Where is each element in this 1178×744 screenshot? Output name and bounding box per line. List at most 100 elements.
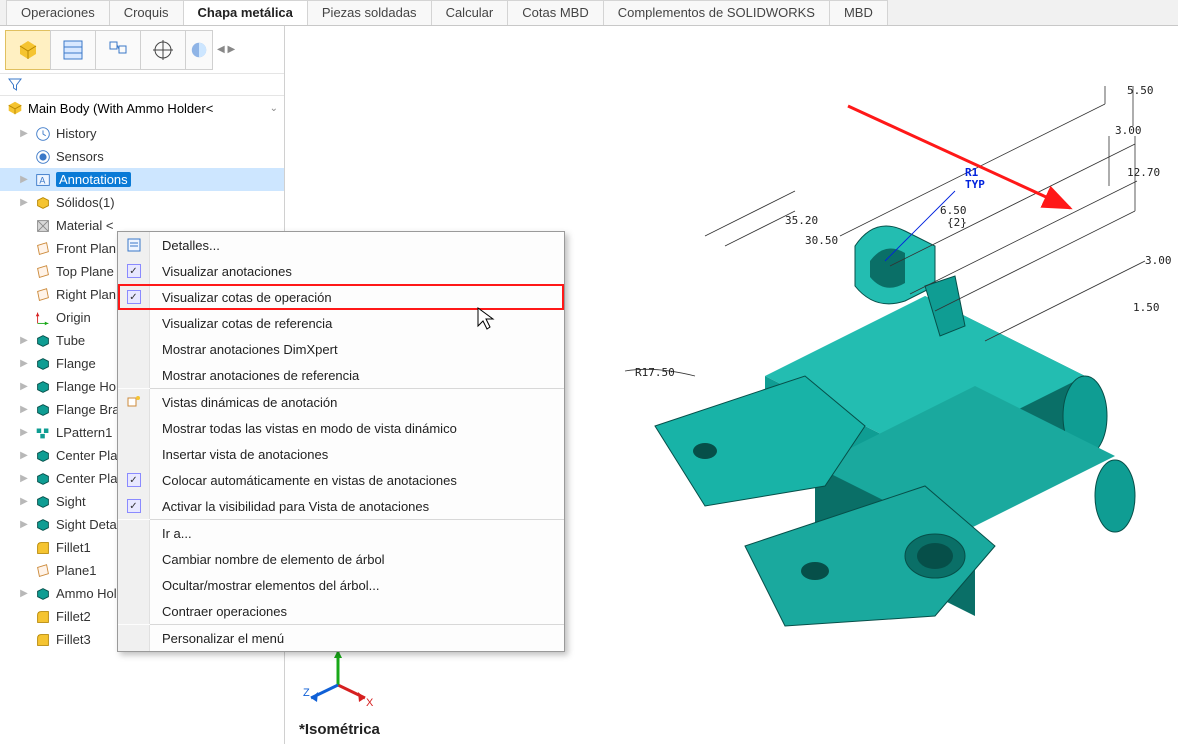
tree-item-label: Front Plan <box>56 241 116 256</box>
svg-text:30.50: 30.50 <box>805 234 838 247</box>
context-menu-item[interactable]: ✓ Colocar automáticamente en vistas de an… <box>118 467 564 493</box>
annotations-context-menu: Detalles...✓Visualizar anotaciones✓Visua… <box>117 231 565 652</box>
tree-item-label: Flange Ho <box>56 379 116 394</box>
annotations-icon: A <box>34 171 52 189</box>
feature-root-row[interactable]: Main Body (With Ammo Holder< ⌄ <box>0 96 284 120</box>
tab-cotas-mbd[interactable]: Cotas MBD <box>507 0 603 25</box>
feature-tree-tab-icon[interactable] <box>5 30 51 70</box>
context-menu-label: Vistas dinámicas de anotación <box>150 395 564 410</box>
svg-text:1.50: 1.50 <box>1133 301 1160 314</box>
appearances-tab-icon[interactable] <box>185 30 213 70</box>
tree-item[interactable]: ▶History <box>0 122 284 145</box>
menu-gutter <box>118 441 150 467</box>
dimxpert-tab-icon[interactable] <box>140 30 186 70</box>
tree-item-label: Plane1 <box>56 563 96 578</box>
tab-calcular[interactable]: Calcular <box>431 0 509 25</box>
tree-item-label: Right Plan <box>56 287 116 302</box>
context-menu-item[interactable]: Mostrar todas las vistas en modo de vist… <box>118 415 564 441</box>
checkmark-icon: ✓ <box>127 473 141 487</box>
expand-caret-icon[interactable]: ▶ <box>18 450 30 461</box>
expand-caret-icon[interactable]: ▶ <box>18 519 30 530</box>
root-expand-icon[interactable]: ⌄ <box>270 103 278 114</box>
expand-caret-icon[interactable]: ▶ <box>18 174 30 185</box>
context-menu-item[interactable]: Insertar vista de anotaciones <box>118 441 564 467</box>
tree-item[interactable]: ▶Sólidos(1) <box>0 191 284 214</box>
context-menu-label: Visualizar cotas de operación <box>150 290 564 305</box>
tree-item-label: Fillet2 <box>56 609 91 624</box>
context-menu-item[interactable]: ✓Activar la visibilidad para Vista de an… <box>118 493 564 519</box>
svg-text:{2}: {2} <box>947 216 967 229</box>
context-menu-label: Activar la visibilidad para Vista de ano… <box>150 499 564 514</box>
tree-item-label: Sight <box>56 494 86 509</box>
tree-item-label: Tube <box>56 333 85 348</box>
expand-caret-icon[interactable]: ▶ <box>18 128 30 139</box>
context-menu-label: Ocultar/mostrar elementos del árbol... <box>150 578 564 593</box>
property-manager-tab-icon[interactable] <box>50 30 96 70</box>
origin-icon <box>34 309 52 327</box>
tree-item-label: Fillet3 <box>56 632 91 647</box>
expand-caret-icon[interactable]: ▶ <box>18 496 30 507</box>
tree-filter-row[interactable] <box>0 74 284 96</box>
menu-gutter: ✓ <box>118 493 150 519</box>
fillet-icon <box>34 608 52 626</box>
expand-caret-icon[interactable]: ▶ <box>18 197 30 208</box>
tree-item-label: Origin <box>56 310 91 325</box>
context-menu-item[interactable]: Ir a... <box>118 520 564 546</box>
feature-icon <box>34 401 52 419</box>
tab-mbd[interactable]: MBD <box>829 0 888 25</box>
feature-icon <box>34 493 52 511</box>
expand-caret-icon[interactable]: ▶ <box>18 473 30 484</box>
expand-caret-icon[interactable]: ▶ <box>18 381 30 392</box>
context-menu-label: Cambiar nombre de elemento de árbol <box>150 552 564 567</box>
config-manager-tab-icon[interactable] <box>95 30 141 70</box>
context-menu-label: Visualizar anotaciones <box>150 264 564 279</box>
context-menu-label: Insertar vista de anotaciones <box>150 447 564 462</box>
menu-gutter <box>118 389 150 415</box>
tab-croquis[interactable]: Croquis <box>109 0 184 25</box>
panel-scroll-arrows[interactable]: ◀ ▶ <box>217 44 235 55</box>
expand-caret-icon[interactable]: ▶ <box>18 427 30 438</box>
tab-piezas-soldadas[interactable]: Piezas soldadas <box>307 0 432 25</box>
context-menu-item[interactable]: Cambiar nombre de elemento de árbol <box>118 546 564 572</box>
expand-caret-icon[interactable]: ▶ <box>18 358 30 369</box>
context-menu-label: Detalles... <box>150 238 564 253</box>
context-menu-item[interactable]: Mostrar anotaciones de referencia <box>118 362 564 388</box>
context-menu-label: Colocar automáticamente en vistas de ano… <box>150 473 564 488</box>
context-menu-label: Contraer operaciones <box>150 604 564 619</box>
menu-gutter <box>118 546 150 572</box>
context-menu-item[interactable]: Ocultar/mostrar elementos del árbol... <box>118 572 564 598</box>
menu-gutter: ✓ <box>118 258 150 284</box>
context-menu-label: Personalizar el menú <box>150 631 564 646</box>
tree-item[interactable]: Sensors <box>0 145 284 168</box>
plane-icon <box>34 286 52 304</box>
context-menu-item[interactable]: Detalles... <box>118 232 564 258</box>
context-menu-label: Visualizar cotas de referencia <box>150 316 564 331</box>
svg-text:R17.50: R17.50 <box>635 366 675 379</box>
svg-text:5.50: 5.50 <box>1127 84 1154 97</box>
context-menu-item[interactable]: Contraer operaciones <box>118 598 564 624</box>
menu-gutter <box>118 520 150 546</box>
menu-gutter <box>118 310 150 336</box>
tab-operaciones[interactable]: Operaciones <box>6 0 110 25</box>
feature-icon <box>34 470 52 488</box>
plane-icon <box>34 562 52 580</box>
tree-item-label: Center Pla <box>56 448 117 463</box>
context-menu-item[interactable]: ✓Visualizar cotas de operación <box>118 284 564 310</box>
context-menu-item[interactable]: Personalizar el menú <box>118 625 564 651</box>
tree-item-label: Fillet1 <box>56 540 91 555</box>
expand-caret-icon[interactable]: ▶ <box>18 588 30 599</box>
solid-icon <box>34 194 52 212</box>
context-menu-item[interactable]: Vistas dinámicas de anotación <box>118 389 564 415</box>
tab-complementos[interactable]: Complementos de SOLIDWORKS <box>603 0 830 25</box>
panel-tab-icons: ◀ ▶ <box>0 26 284 74</box>
tree-item[interactable]: ▶AAnnotations <box>0 168 284 191</box>
context-menu-item[interactable]: ✓Visualizar anotaciones <box>118 258 564 284</box>
context-menu-item[interactable]: Mostrar anotaciones DimXpert <box>118 336 564 362</box>
tab-chapa-metalica[interactable]: Chapa metálica <box>183 0 308 25</box>
expand-caret-icon[interactable]: ▶ <box>18 404 30 415</box>
expand-caret-icon[interactable]: ▶ <box>18 335 30 346</box>
menu-gutter <box>118 415 150 441</box>
feature-icon <box>34 378 52 396</box>
context-menu-item[interactable]: Visualizar cotas de referencia <box>118 310 564 336</box>
context-menu-label: Mostrar anotaciones DimXpert <box>150 342 564 357</box>
